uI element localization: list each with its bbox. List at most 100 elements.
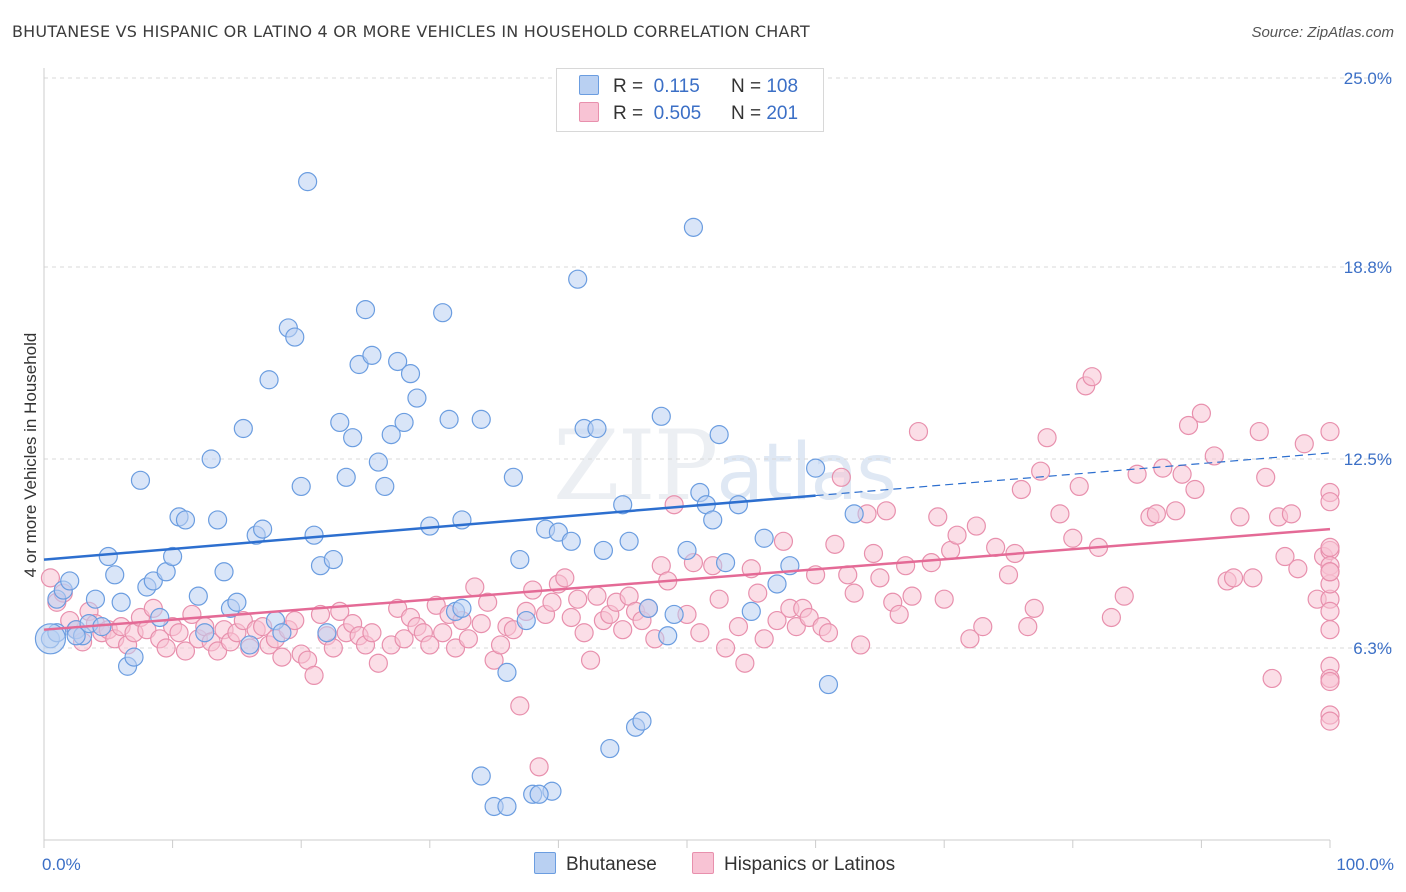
hispanic-point xyxy=(1281,504,1302,524)
y-tick-label: 25.0% xyxy=(1344,69,1392,88)
hispanic-point xyxy=(1018,617,1038,637)
bhutanese-point xyxy=(355,300,376,320)
bhutanese-point xyxy=(433,303,453,323)
hispanic-point xyxy=(1320,711,1340,731)
bhutanese-point xyxy=(844,504,864,524)
legend-row-bhutanese: R = 0.115 N = 108 xyxy=(579,75,798,99)
bhutanese-point xyxy=(497,662,517,682)
bhutanese-point xyxy=(388,351,408,372)
hispanic-point xyxy=(870,568,890,588)
legend-r-label: R = xyxy=(613,103,644,124)
hispanic-point xyxy=(690,623,710,643)
bhutanese-point xyxy=(471,409,491,429)
bhutanese-point xyxy=(394,412,414,433)
hispanic-point xyxy=(1320,421,1340,442)
hispanic-point xyxy=(728,617,749,637)
legend-r-value: 0.115 xyxy=(653,76,700,97)
bhutanese-point xyxy=(619,531,639,551)
bhutanese-points xyxy=(34,172,864,817)
hispanic-point xyxy=(960,629,980,649)
hispanic-point xyxy=(555,568,575,588)
hispanic-point xyxy=(1185,479,1205,500)
bhutanese-point xyxy=(98,546,118,567)
bhutanese-point xyxy=(227,592,247,612)
hispanic-point xyxy=(1069,476,1089,497)
hispanic-point xyxy=(767,610,787,631)
bhutanese-point xyxy=(568,269,588,289)
bhutanese-point xyxy=(593,540,614,561)
bhutanese-point xyxy=(503,467,523,487)
hispanic-point xyxy=(818,623,839,643)
hispanic-point xyxy=(928,507,948,527)
hispanic-point xyxy=(921,553,941,573)
hispanic-point xyxy=(1243,568,1263,588)
bhutanese-point xyxy=(452,598,472,618)
bhutanese-point xyxy=(85,589,106,609)
legend-swatch-pink xyxy=(579,102,599,122)
bhutanese-point xyxy=(709,425,729,445)
hispanic-point xyxy=(908,421,929,442)
hispanic-point xyxy=(973,617,993,637)
hispanic-point xyxy=(1320,492,1340,512)
hispanic-point xyxy=(433,623,453,643)
chart-title: BHUTANESE VS HISPANIC OR LATINO 4 OR MOR… xyxy=(12,22,810,41)
hispanic-point xyxy=(831,467,851,487)
axes xyxy=(43,68,1331,848)
bhutanese-trend-extension xyxy=(815,452,1331,497)
hispanic-point xyxy=(715,638,736,658)
hispanic-point xyxy=(1320,620,1340,640)
hispanic-point xyxy=(966,516,986,536)
hispanic-point xyxy=(748,583,768,603)
hispanic-point xyxy=(1082,367,1102,387)
hispanic-point xyxy=(1063,528,1083,548)
hispanic-point xyxy=(580,650,601,670)
hispanic-point xyxy=(844,583,864,603)
bhutanese-point xyxy=(34,623,67,655)
bottom-legend-bhutanese: Bhutanese xyxy=(534,852,657,876)
bhutanese-point xyxy=(330,412,350,433)
bhutanese-point xyxy=(407,388,427,408)
hispanic-point xyxy=(394,629,414,649)
bhutanese-point xyxy=(214,562,234,582)
source-label: Source: ZipAtlas.com xyxy=(1251,24,1394,41)
hispanic-point xyxy=(1031,461,1051,481)
hispanic-point xyxy=(285,610,305,631)
bhutanese-point xyxy=(323,549,343,570)
hispanic-point xyxy=(574,623,594,643)
hispanic-point xyxy=(1172,464,1192,484)
hispanic-point xyxy=(773,531,794,551)
hispanic-point xyxy=(40,568,61,588)
bhutanese-point xyxy=(381,425,401,445)
legend-n-label: N = xyxy=(730,76,762,97)
bhutanese-point xyxy=(195,623,215,643)
bhutanese-point xyxy=(600,738,620,759)
hispanic-point xyxy=(1275,546,1295,567)
hispanic-point xyxy=(175,641,196,661)
legend-r-value: 0.505 xyxy=(653,103,702,124)
bhutanese-point xyxy=(613,495,633,515)
stats-legend: R = 0.115 N = 108 R = 0.505 N = 201 xyxy=(556,68,824,132)
bhutanese-point xyxy=(658,626,678,646)
hispanic-point xyxy=(851,635,871,655)
bhutanese-point xyxy=(188,586,208,606)
bhutanese-point xyxy=(471,766,491,786)
hispanic-point xyxy=(1320,671,1340,692)
legend-label-hispanic: Hispanics or Latinos xyxy=(724,854,896,875)
hispanic-point xyxy=(902,586,922,606)
hispanic-point xyxy=(304,665,324,686)
hispanic-point xyxy=(542,592,562,612)
bhutanese-point xyxy=(259,370,279,390)
bhutanese-point xyxy=(529,784,549,804)
bhutanese-point xyxy=(516,610,536,631)
hispanic-point xyxy=(613,620,633,640)
hispanic-point xyxy=(362,623,382,643)
hispanic-point xyxy=(169,623,189,643)
bhutanese-point xyxy=(728,495,749,515)
legend-r-label: R = xyxy=(613,76,644,97)
legend-label-bhutanese: Bhutanese xyxy=(566,854,657,875)
bottom-legend-hispanic: Hispanics or Latinos xyxy=(692,852,895,876)
bhutanese-point xyxy=(130,470,151,490)
bhutanese-point xyxy=(285,327,305,347)
hispanic-point xyxy=(420,635,440,655)
hispanic-point xyxy=(1288,559,1308,579)
